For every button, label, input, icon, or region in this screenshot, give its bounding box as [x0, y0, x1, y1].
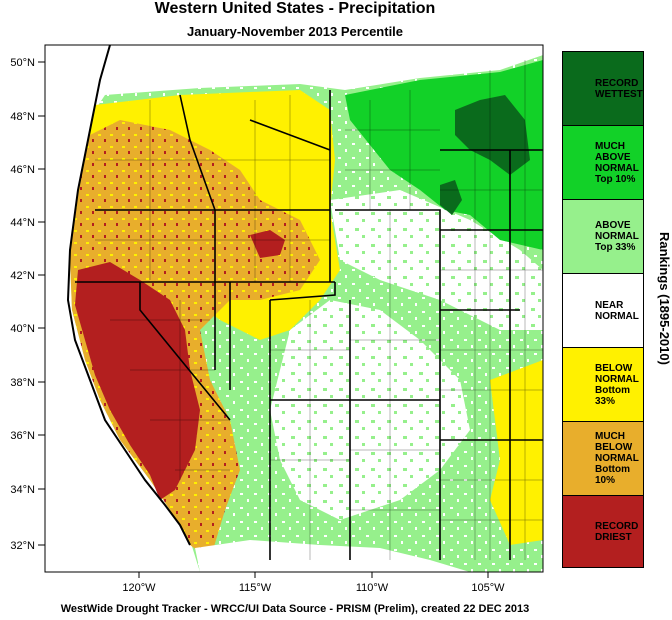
map-title: Western United States - Precipitation — [154, 0, 436, 17]
lat-label: 48°N — [10, 111, 35, 123]
record-driest-region — [75, 262, 200, 500]
legend-label: BELOW NORMAL Bottom 33% — [595, 362, 639, 407]
lon-label: 115°W — [239, 582, 272, 594]
lat-label: 40°N — [10, 323, 35, 335]
legend-label: RECORD DRIEST — [595, 520, 639, 543]
much-below-normal-region — [70, 120, 320, 560]
legend-label: MUCH ABOVE NORMAL Top 10% — [595, 140, 639, 185]
lon-labels: 120°W 115°W 110°W 105°W — [122, 582, 505, 594]
lat-label: 46°N — [10, 164, 35, 176]
lon-ticks — [138, 572, 489, 578]
legend-item-near-normal: NEAR NORMAL — [563, 274, 643, 348]
legend-item-record-wettest: RECORD WETTEST — [563, 52, 643, 126]
near-normal-region — [270, 300, 470, 520]
legend-item-much-below-normal: MUCH BELOW NORMAL Bottom 10% — [563, 422, 643, 496]
record-wettest-region — [455, 95, 530, 175]
map-subtitle: January-November 2013 Percentile — [186, 24, 404, 39]
pacific-ocean — [45, 45, 200, 572]
lat-label: 36°N — [10, 430, 35, 442]
legend-label: MUCH BELOW NORMAL Bottom 10% — [595, 431, 639, 486]
lat-ticks — [38, 61, 45, 546]
legend-item-below-normal: BELOW NORMAL Bottom 33% — [563, 348, 643, 422]
county-borders — [95, 60, 543, 560]
canada — [45, 45, 543, 92]
record-driest-oregon — [250, 230, 285, 258]
record-wettest-patch — [440, 180, 462, 215]
legend-label: RECORD WETTEST — [595, 77, 643, 100]
credit-line: WestWide Drought Tracker - WRCC/UI Data … — [60, 603, 530, 615]
lat-label: 38°N — [10, 377, 35, 389]
below-normal-southeast — [490, 360, 543, 545]
lat-label: 44°N — [10, 217, 35, 229]
coastline — [66, 45, 191, 546]
map-border — [44, 44, 544, 573]
state-borders — [75, 90, 543, 560]
legend-item-much-above-normal: MUCH ABOVE NORMAL Top 10% — [563, 126, 643, 200]
lat-label: 42°N — [10, 270, 35, 282]
lon-label: 120°W — [122, 582, 156, 594]
legend-label: NEAR NORMAL — [595, 299, 639, 322]
lat-label: 50°N — [10, 57, 35, 69]
mexico — [195, 540, 470, 572]
legend: RECORD WETTEST MUCH ABOVE NORMAL Top 10%… — [562, 51, 644, 568]
legend-label: ABOVE NORMAL Top 33% — [595, 220, 639, 253]
legend-item-record-driest: RECORD DRIEST — [563, 496, 643, 567]
lat-labels: 50°N 48°N 46°N 44°N 42°N 40°N 38°N 36°N … — [10, 57, 35, 552]
lon-label: 105°W — [471, 582, 505, 594]
legend-title: Rankings (1895-2010) — [657, 232, 672, 365]
map-frame — [45, 45, 543, 572]
lat-label: 34°N — [10, 484, 35, 496]
legend-item-above-normal: ABOVE NORMAL Top 33% — [563, 200, 643, 274]
lon-label: 110°W — [356, 582, 389, 594]
lat-label: 32°N — [10, 540, 35, 552]
